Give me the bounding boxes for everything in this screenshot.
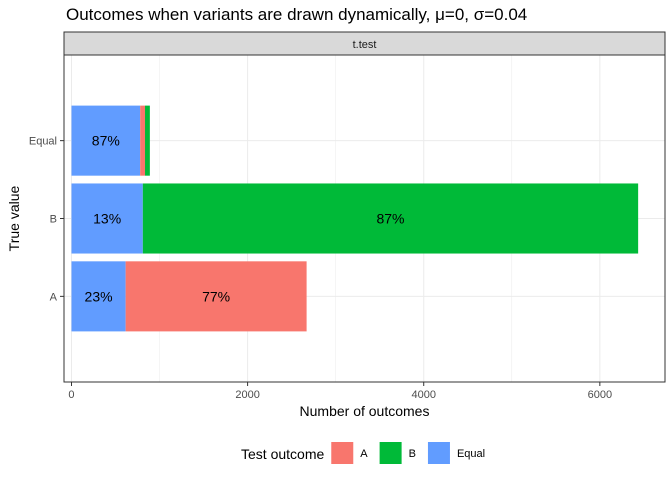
legend-label: A [360,448,368,460]
legend-label: Equal [457,448,485,460]
data-label: 13% [93,211,121,227]
legend-label: B [409,448,416,460]
legend-key-b [379,442,402,464]
x-axis-title: Number of outcomes [300,403,430,419]
x-tick-label: 6000 [588,389,612,401]
bar-a-equal [71,261,126,332]
y-tick-label: A [50,291,58,303]
x-tick-label: 2000 [235,389,259,401]
x-tick-label: 4000 [411,389,435,401]
legend-title: Test outcome [241,446,324,462]
x-tick-label: 0 [68,389,74,401]
data-label: 87% [92,133,120,149]
y-axis-title: True value [6,185,22,251]
y-tick-label: Equal [29,136,57,148]
bar-equal-a [140,105,146,176]
x-axis: 0 2000 4000 6000 [68,382,612,401]
bar-a-a [125,261,307,332]
bar-b-b [142,183,639,254]
bar-equal-b [145,105,150,176]
data-label: 23% [85,288,113,304]
bar-b-equal [71,183,143,254]
data-label: 87% [376,211,404,227]
data-label: 77% [202,288,230,304]
legend: Test outcome A B Equal [241,442,485,464]
y-tick-label: B [50,214,57,226]
legend-key-equal [427,442,450,464]
bar-equal-equal [71,105,141,176]
facet-strip-label: t.test [353,39,377,51]
legend-key-a [331,442,354,464]
bar-labels: 23% 77% 13% 87% 87% [85,133,405,305]
chart-title: Outcomes when variants are drawn dynamic… [66,5,527,24]
y-axis: A B Equal [29,136,64,303]
bars [71,105,639,332]
